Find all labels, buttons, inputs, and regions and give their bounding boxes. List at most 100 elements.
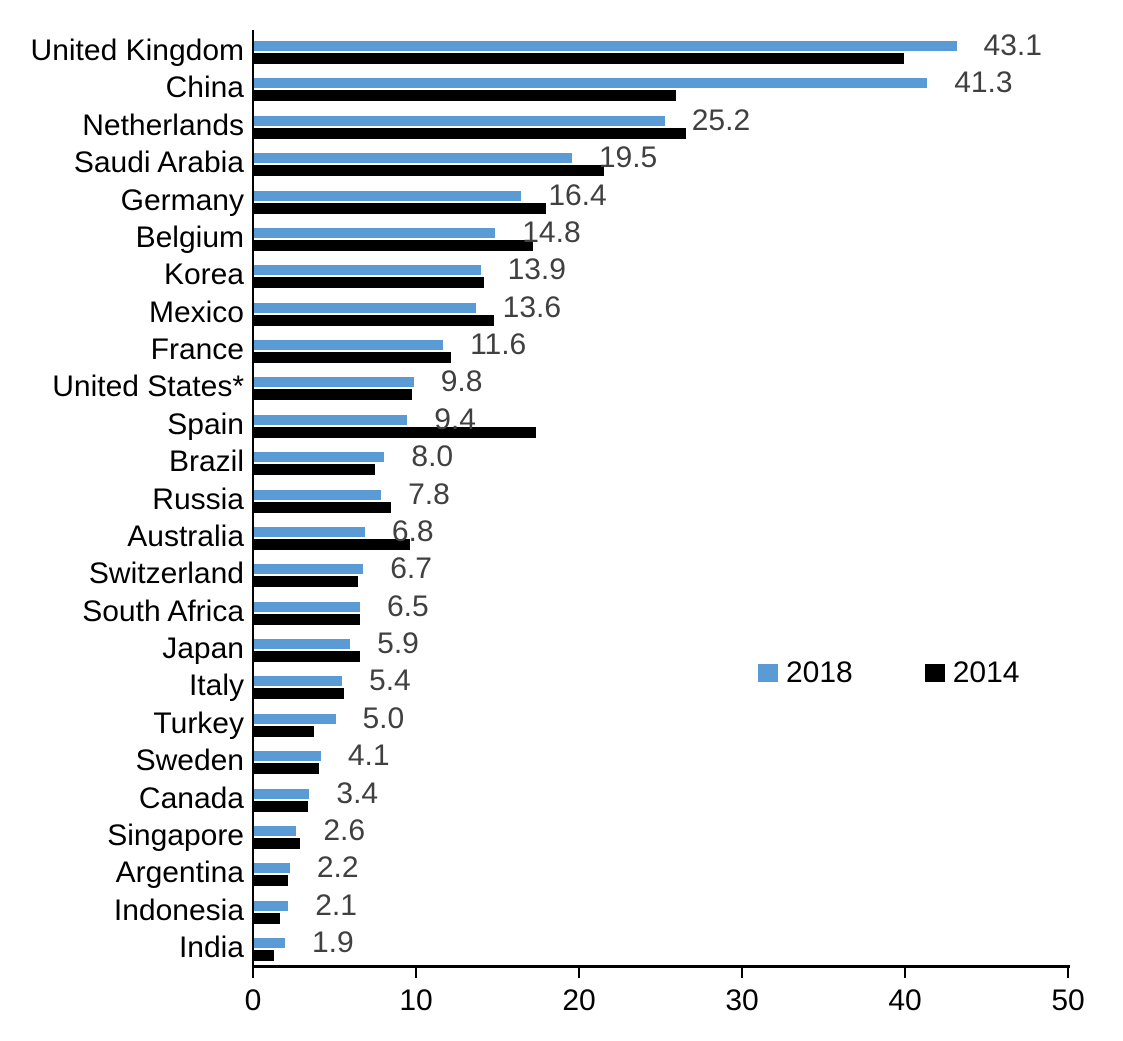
bar-2018 xyxy=(254,526,365,537)
bar-2018 xyxy=(254,788,310,799)
bar-2014 xyxy=(254,725,315,737)
value-label: 43.1 xyxy=(983,29,1042,62)
bar-2018 xyxy=(254,414,408,425)
value-label: 14.8 xyxy=(522,215,581,249)
bar-2014 xyxy=(254,202,546,214)
value-label: 5.0 xyxy=(362,701,405,735)
value-label: 9.4 xyxy=(434,402,476,436)
category-label: Japan xyxy=(162,632,244,666)
x-axis-tick-label: 10 xyxy=(399,984,433,1017)
bar-2014 xyxy=(254,426,536,438)
bar-2018 xyxy=(254,863,290,874)
category-label: Turkey xyxy=(153,706,244,740)
bar-2014 xyxy=(254,277,484,289)
legend-swatch-2018 xyxy=(758,664,778,682)
bar-2014 xyxy=(254,688,344,700)
value-label: 3.4 xyxy=(336,776,379,810)
bar-2018 xyxy=(254,78,928,89)
bar-2014 xyxy=(254,352,452,364)
x-axis-tick-label: 30 xyxy=(725,984,759,1017)
bar-2014 xyxy=(254,464,375,476)
x-axis-tick xyxy=(904,968,906,978)
bar-2014 xyxy=(254,613,360,625)
legend-swatch-2014 xyxy=(924,664,945,682)
category-label: Germany xyxy=(120,183,244,217)
x-axis-tick xyxy=(578,968,580,978)
value-label: 1.9 xyxy=(311,926,354,960)
value-label: 6.7 xyxy=(390,552,432,586)
category-label: Canada xyxy=(138,781,244,815)
category-label: United Kingdom xyxy=(30,34,244,67)
value-label: 6.8 xyxy=(391,514,434,548)
bar-2018 xyxy=(254,227,496,238)
bar-2018 xyxy=(254,900,289,911)
bar-2018 xyxy=(254,41,957,51)
bar-2014 xyxy=(254,763,320,775)
bar-2018 xyxy=(254,190,522,201)
bar-2014 xyxy=(254,875,289,887)
bar-2018 xyxy=(254,938,285,949)
bar-2014 xyxy=(254,912,281,924)
value-label: 9.8 xyxy=(440,365,483,399)
bar-2018 xyxy=(254,377,414,388)
bar-2018 xyxy=(254,713,336,724)
category-label: Netherlands xyxy=(82,108,244,142)
bar-2014 xyxy=(254,651,360,663)
bar-2018 xyxy=(254,340,444,351)
value-label: 4.1 xyxy=(347,739,390,773)
value-label: 2.6 xyxy=(323,813,366,847)
category-label: Korea xyxy=(163,258,244,292)
category-label: China xyxy=(165,71,244,105)
bar-2014 xyxy=(254,127,686,139)
bar-2018 xyxy=(254,115,665,126)
y-axis-line xyxy=(252,30,254,968)
x-axis-tick xyxy=(415,968,417,978)
x-axis-tick-label: 20 xyxy=(562,984,596,1017)
bar-2014 xyxy=(254,165,605,177)
bar-2018 xyxy=(254,639,351,650)
bar-2018 xyxy=(254,825,297,836)
value-label: 13.9 xyxy=(507,253,566,287)
x-axis-tick-label: 40 xyxy=(888,984,922,1017)
bar-2014 xyxy=(254,501,391,513)
bar-2014 xyxy=(254,389,413,401)
bar-2014 xyxy=(254,90,677,102)
bar-2018 xyxy=(254,265,481,276)
bar-2014 xyxy=(254,837,300,849)
bar-2018 xyxy=(254,302,476,313)
bar-2014 xyxy=(254,950,274,962)
bar-2014 xyxy=(254,53,905,64)
legend-label-2014: 2014 xyxy=(952,656,1020,689)
x-axis-tick-label: 50 xyxy=(1051,984,1085,1017)
value-label: 13.6 xyxy=(502,290,562,324)
category-label: Saudi Arabia xyxy=(73,146,244,180)
value-label: 25.2 xyxy=(691,103,751,137)
category-label: Australia xyxy=(127,519,244,553)
value-label: 19.5 xyxy=(598,141,658,175)
value-label: 41.3 xyxy=(954,66,1013,100)
value-label: 16.4 xyxy=(548,178,607,212)
bar-2014 xyxy=(254,538,411,550)
bar-2018 xyxy=(254,153,572,164)
legend: 2018 2014 xyxy=(758,655,1020,691)
x-axis-line xyxy=(252,965,1070,968)
category-label: South Africa xyxy=(82,594,244,628)
value-label: 2.2 xyxy=(316,851,359,885)
bar-2018 xyxy=(254,564,364,575)
x-axis-tick-label: 0 xyxy=(244,984,262,1017)
bar-2014 xyxy=(254,239,533,251)
value-label: 2.1 xyxy=(315,888,357,922)
category-label: Argentina xyxy=(115,856,244,890)
category-label: Singapore xyxy=(107,818,244,852)
x-axis-tick xyxy=(741,968,743,978)
x-axis-tick xyxy=(252,968,254,978)
legend-label-2018: 2018 xyxy=(786,656,853,689)
bar-2018 xyxy=(254,751,321,762)
value-label: 11.6 xyxy=(470,328,527,362)
bar-2014 xyxy=(254,576,359,588)
category-label: Switzerland xyxy=(88,557,244,591)
category-label: Spain xyxy=(167,407,244,441)
category-label: United States* xyxy=(52,370,244,404)
bar-2018 xyxy=(254,676,343,687)
category-label: Italy xyxy=(188,669,244,703)
